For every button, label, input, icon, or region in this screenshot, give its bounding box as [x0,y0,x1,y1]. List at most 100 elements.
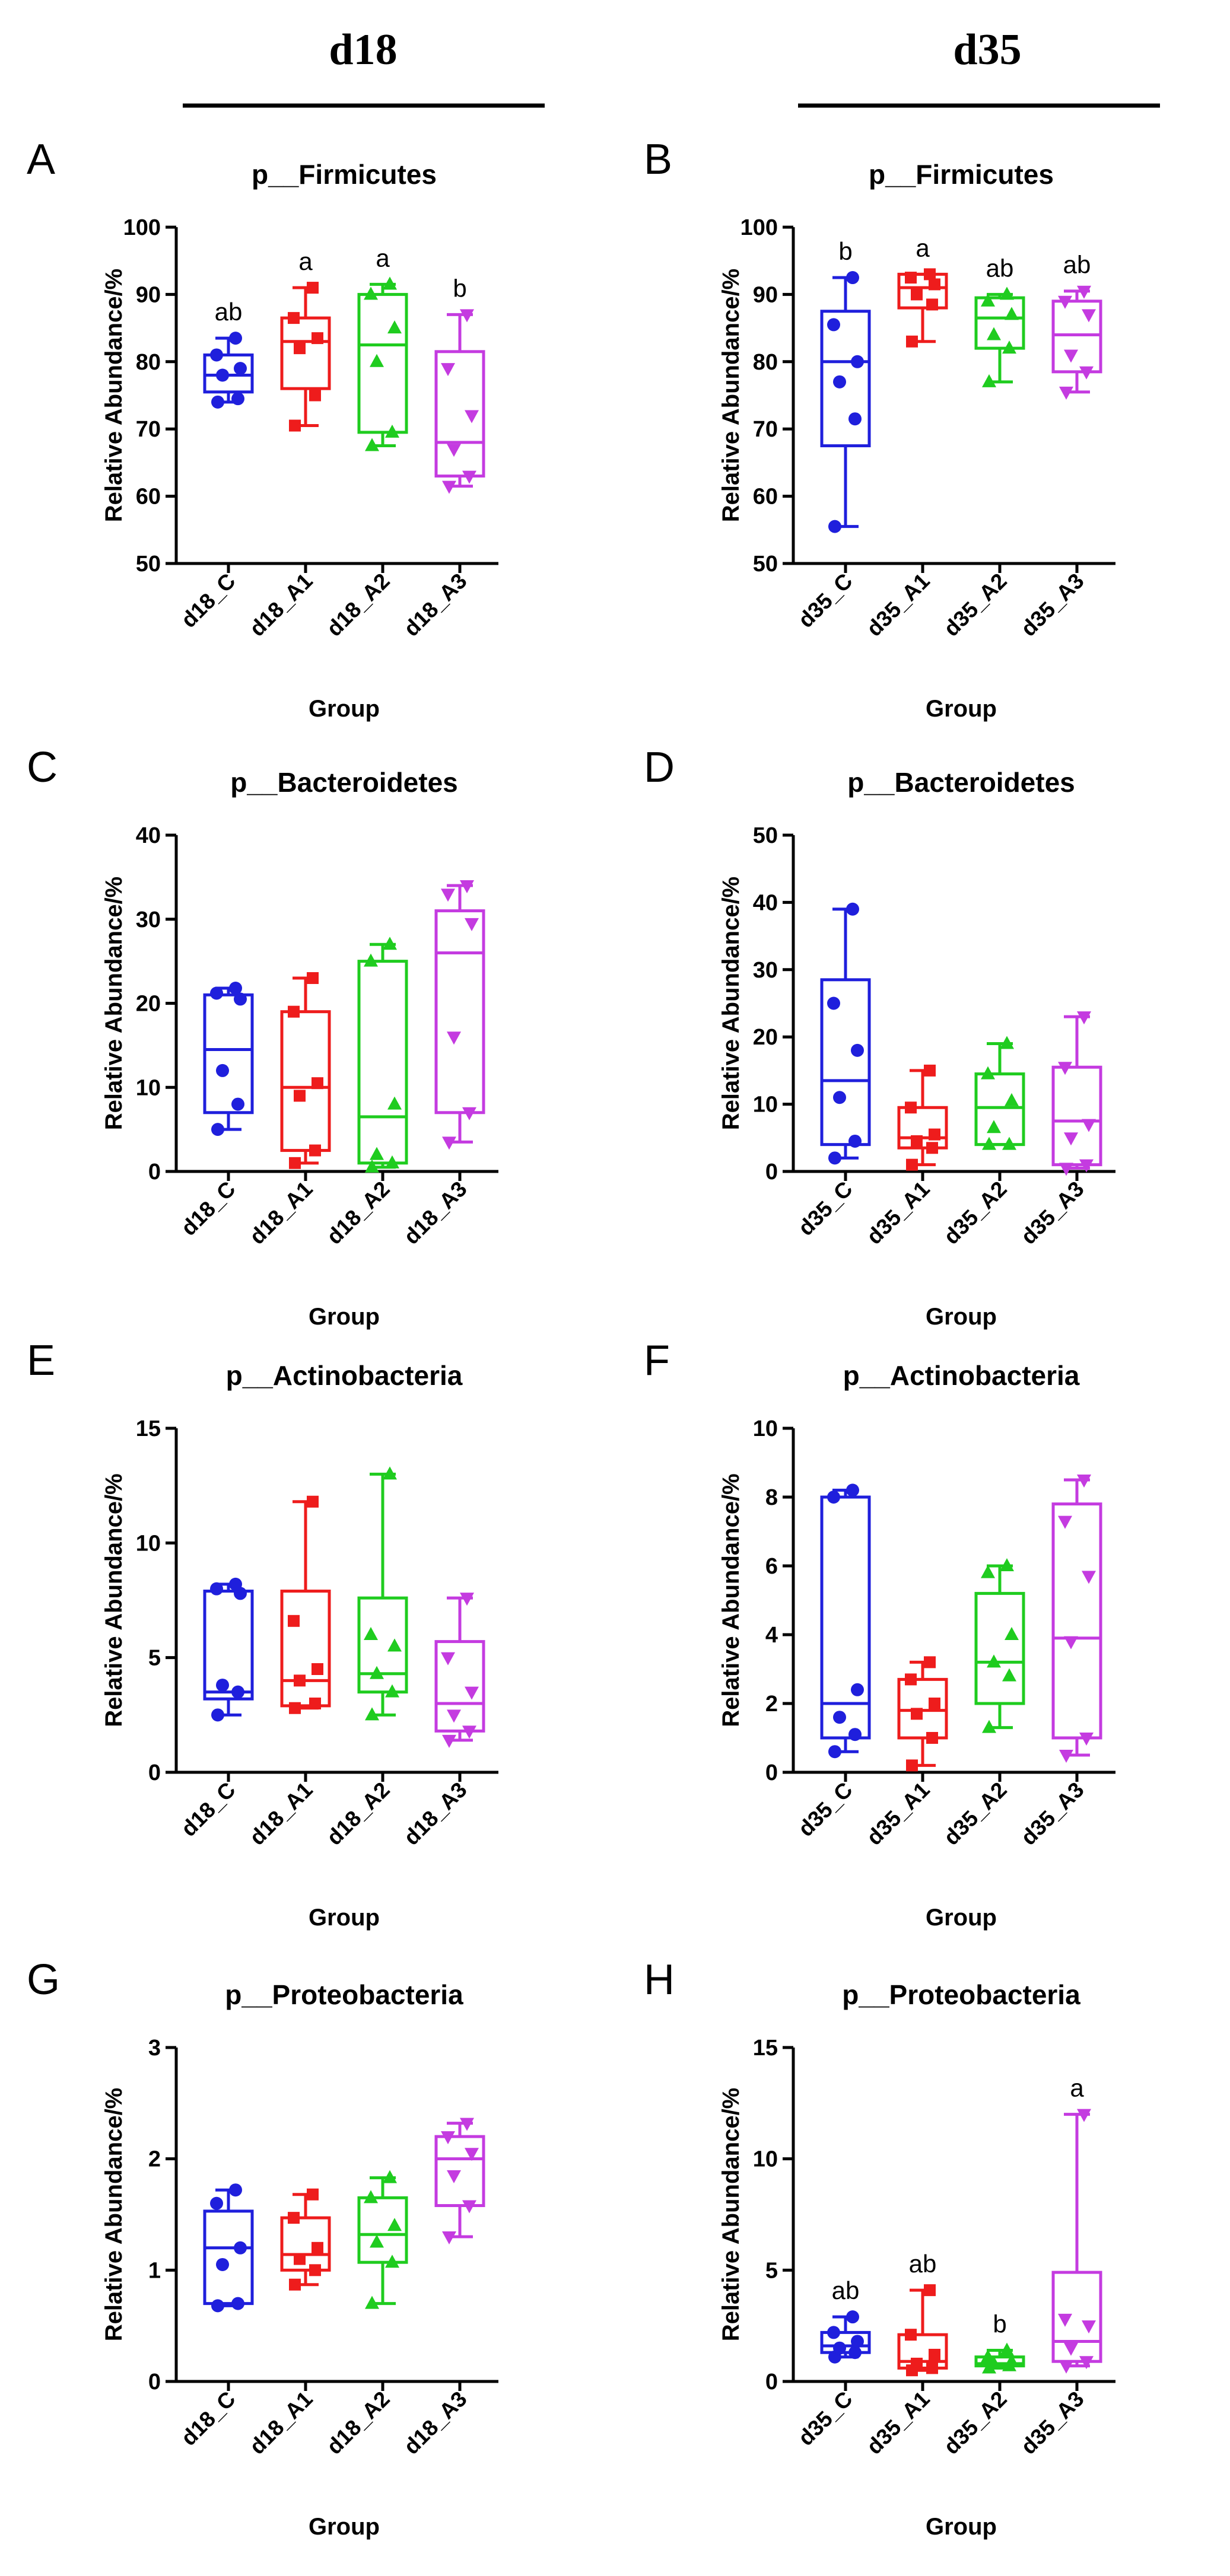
box-d18_A1: a [280,247,331,432]
data-point [229,2183,242,2197]
data-point [929,2348,940,2361]
iqr-box [434,1640,485,1733]
data-point [1082,1571,1096,1584]
data-point [1058,1062,1072,1075]
y-tick-label: 2 [765,1692,778,1717]
box-d35_A2 [974,1036,1025,1150]
iqr-box [974,1072,1025,1147]
y-tick-label: 100 [740,215,778,240]
iqr-box [897,1677,948,1740]
y-axis-label: Relative Abundance/% [101,877,127,1131]
box-d35_A3: a [1051,2074,1102,2374]
data-point [294,342,306,355]
data-point [929,1698,940,1709]
data-point [1064,2342,1078,2356]
data-point [312,2241,323,2254]
chart-title: p__Proteobacteria [225,1979,463,2010]
data-point [289,419,301,432]
data-point [848,2346,862,2360]
data-point [365,1707,379,1721]
y-tick-label: 60 [136,485,161,510]
data-point [441,889,455,902]
data-point [981,1066,995,1080]
data-point [1064,1636,1078,1650]
y-tick-label: 1 [148,2258,161,2283]
x-tick-label: d18_A1 [245,1177,317,1249]
box-d18_A1 [280,1495,331,1714]
significance-label: b [453,274,466,302]
data-point [924,1064,936,1077]
data-point [234,2241,247,2255]
box-d18_C [203,1577,254,1722]
data-point [846,2310,859,2324]
data-point [1005,307,1019,320]
data-point [987,2355,1001,2369]
box-d35_A1 [897,1064,948,1171]
x-tick-label: d35_C [793,569,857,633]
iqr-box [820,1495,871,1740]
data-point [460,880,474,894]
iqr-box [897,272,948,310]
iqr-box [897,1106,948,1150]
data-point [370,1666,384,1679]
x-tick-label: d18_A2 [322,1177,395,1249]
data-point [926,1732,938,1744]
data-point [211,1708,224,1722]
box-d18_A1 [280,2188,331,2291]
data-point [462,470,476,484]
data-point [982,374,996,387]
data-point [987,1654,1001,1668]
data-point [1079,2356,1094,2370]
data-point [309,389,321,402]
iqr-box [203,2209,254,2306]
data-point [982,1720,996,1733]
y-tick-label: 50 [753,823,778,848]
data-point [929,1128,940,1141]
chart-title: p__Firmicutes [869,159,1054,190]
data-point [216,1679,229,1692]
data-point [911,288,923,301]
data-point [1082,309,1096,323]
x-tick-label: d18_A2 [322,2387,395,2459]
significance-label: b [838,237,852,265]
data-point [1079,1159,1094,1173]
data-point [827,996,840,1010]
y-tick-label: 0 [148,1760,161,1785]
data-point [385,2255,399,2268]
y-tick-label: 90 [753,282,778,307]
data-point [229,1577,242,1591]
data-point [365,438,379,451]
x-tick-label: d18_A1 [245,1778,317,1850]
y-tick-label: 10 [753,1416,778,1441]
significance-label: a [376,244,390,272]
box-d18_A3 [434,2118,485,2245]
iqr-box [820,310,871,448]
data-point [1002,340,1016,354]
data-point [447,1031,461,1045]
data-point [307,2188,319,2201]
y-tick-label: 60 [753,485,778,510]
data-point [987,1120,1001,1133]
box-d18_A1 [280,972,331,1169]
x-tick-label: d18_A3 [399,2387,472,2459]
data-point [1005,1093,1019,1106]
x-axis-label: Group [309,696,380,722]
data-point [848,412,862,426]
significance-label: ab [215,298,243,326]
data-point [383,276,397,290]
data-point [370,2234,384,2248]
data-point [442,2231,456,2245]
data-point [1058,2313,1072,2327]
iqr-box [280,1010,331,1152]
data-point [906,1759,918,1772]
data-point [846,1483,859,1497]
x-axis-label: Group [309,1905,380,1931]
data-point [234,992,247,1006]
y-axis-label: Relative Abundance/% [101,269,127,523]
data-point [216,368,229,382]
